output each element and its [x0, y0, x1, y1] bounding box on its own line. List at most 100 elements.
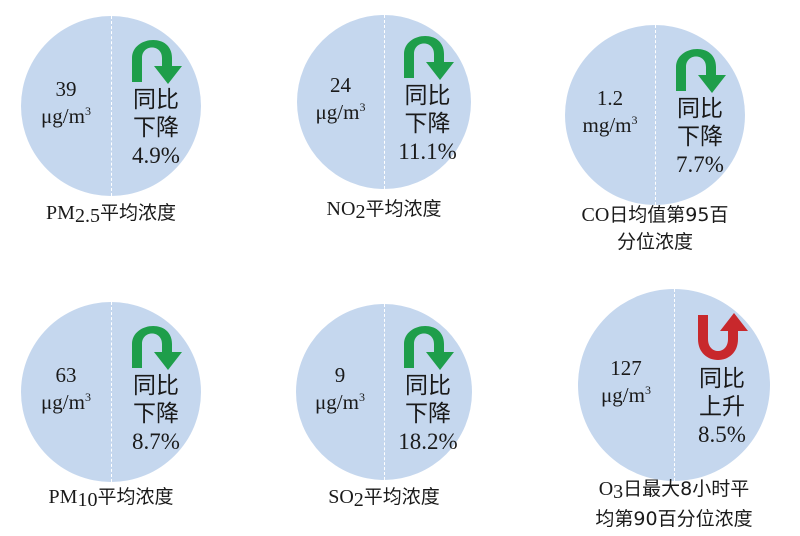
unit-superscript: 3 [359, 100, 366, 114]
indicator-circle: 127 μg/m3 同比 上升 8.5% [578, 289, 770, 481]
pollutant-label: CO日均值第95百 分位浓度 [545, 202, 765, 256]
concentration-value: 63 μg/m3 [21, 362, 111, 416]
label-line: NO2平均浓度 [274, 196, 494, 226]
label-prefix: NO [326, 198, 356, 220]
label-prefix: CO [581, 204, 610, 226]
indicator-circle: 63 μg/m3 同比 下降 8.7% [21, 302, 201, 482]
yoy-change: 同比 下降 11.1% [384, 82, 471, 166]
trend-label: 上升 [699, 394, 745, 420]
label-prefix: PM [48, 486, 78, 508]
label-line: PM2.5平均浓度 [1, 200, 221, 230]
curved-arrow-down-icon [672, 41, 728, 95]
unit-superscript: 3 [644, 383, 651, 397]
pollutant-label: SO2平均浓度 [274, 484, 494, 514]
value-unit: mg/m3 [565, 112, 655, 139]
value-number: 24 [330, 73, 351, 97]
change-percent: 11.1% [398, 139, 457, 164]
change-percent: 4.9% [132, 143, 180, 168]
compare-label: 同比 [133, 373, 179, 399]
yoy-change: 同比 下降 7.7% [655, 95, 745, 179]
indicator-circle: 9 μg/m3 同比 下降 18.2% [296, 304, 472, 480]
label-text: 平均浓度 [365, 198, 442, 220]
compare-label: 同比 [404, 83, 451, 109]
label-text: 均第90百分位浓度 [595, 508, 753, 530]
label-line: PM10平均浓度 [1, 484, 221, 514]
curved-arrow-down-icon [400, 28, 456, 82]
unit-superscript: 3 [631, 113, 638, 127]
label-text: 平均浓度 [363, 486, 440, 508]
compare-label: 同比 [699, 366, 745, 392]
pollutant-label: NO2平均浓度 [274, 196, 494, 226]
curved-arrow-up-icon [694, 311, 750, 365]
label-text: 平均浓度 [99, 202, 176, 224]
label-line: 分位浓度 [545, 229, 765, 256]
value-number: 63 [55, 363, 77, 387]
label-line: SO2平均浓度 [274, 484, 494, 514]
label-prefix: PM [46, 202, 75, 224]
concentration-value: 9 μg/m3 [296, 362, 384, 416]
unit-text: mg/m [582, 113, 632, 137]
label-prefix: SO [328, 486, 354, 508]
label-line: O3日最大8小时平 [564, 476, 784, 506]
unit-text: μg/m [41, 390, 85, 414]
indicator-circle: 39 μg/m3 同比 下降 4.9% [21, 16, 201, 196]
dashed-divider [384, 15, 385, 189]
label-line: 均第90百分位浓度 [564, 506, 784, 533]
value-unit: μg/m3 [296, 389, 384, 416]
unit-text: μg/m [315, 390, 359, 414]
label-subscript: 2 [353, 489, 364, 511]
trend-label: 下降 [405, 401, 451, 427]
curved-arrow-down-icon [128, 318, 184, 372]
pollutant-label: O3日最大8小时平 均第90百分位浓度 [564, 476, 784, 533]
change-percent: 8.5% [698, 422, 746, 447]
change-percent: 8.7% [132, 429, 180, 454]
value-number: 127 [610, 356, 642, 380]
dashed-divider [655, 25, 656, 205]
pollutant-label: PM2.5平均浓度 [1, 200, 221, 230]
compare-label: 同比 [133, 87, 179, 113]
value-unit: μg/m3 [297, 99, 384, 126]
value-number: 1.2 [596, 86, 624, 110]
unit-superscript: 3 [84, 390, 91, 404]
label-subscript: 2 [355, 201, 366, 223]
unit-text: μg/m [601, 383, 645, 407]
concentration-value: 1.2 mg/m3 [565, 85, 655, 139]
dashed-divider [674, 289, 675, 481]
yoy-change: 同比 下降 8.7% [111, 372, 201, 456]
yoy-change: 同比 下降 4.9% [111, 86, 201, 170]
concentration-value: 24 μg/m3 [297, 72, 384, 126]
yoy-change: 同比 下降 18.2% [384, 372, 472, 456]
label-prefix: O [598, 478, 614, 500]
concentration-value: 127 μg/m3 [578, 355, 674, 409]
dashed-divider [384, 304, 385, 480]
value-number: 39 [55, 77, 77, 101]
value-number: 9 [334, 363, 346, 387]
label-subscript: 2.5 [74, 205, 100, 227]
indicator-circle: 24 μg/m3 同比 下降 11.1% [297, 15, 471, 189]
concentration-value: 39 μg/m3 [21, 76, 111, 130]
curved-arrow-down-icon [400, 318, 456, 372]
trend-label: 下降 [133, 401, 179, 427]
curved-arrow-down-icon [128, 32, 184, 86]
unit-text: μg/m [41, 104, 85, 128]
indicator-circle: 1.2 mg/m3 同比 下降 7.7% [565, 25, 745, 205]
value-unit: μg/m3 [578, 382, 674, 409]
trend-label: 下降 [133, 115, 179, 141]
label-line: CO日均值第95百 [545, 202, 765, 229]
label-text: 平均浓度 [97, 486, 174, 508]
pollutant-label: PM10平均浓度 [1, 484, 221, 514]
dashed-divider [111, 302, 112, 482]
compare-label: 同比 [405, 373, 451, 399]
value-unit: μg/m3 [21, 103, 111, 130]
label-text: 分位浓度 [616, 231, 693, 253]
change-percent: 18.2% [398, 429, 458, 454]
label-text: 日均值第95百 [609, 204, 729, 226]
compare-label: 同比 [677, 96, 723, 122]
unit-superscript: 3 [84, 104, 91, 118]
unit-text: μg/m [315, 100, 360, 124]
trend-label: 下降 [677, 124, 723, 150]
dashed-divider [111, 16, 112, 196]
value-unit: μg/m3 [21, 389, 111, 416]
label-text: 日最大8小时平 [623, 478, 750, 500]
label-subscript: 10 [77, 489, 98, 511]
